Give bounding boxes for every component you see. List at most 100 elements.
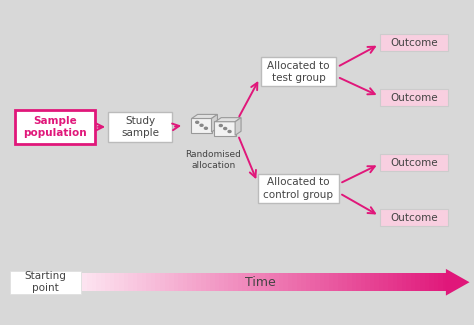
Polygon shape <box>246 273 251 291</box>
Polygon shape <box>251 273 256 291</box>
Text: Outcome: Outcome <box>391 158 438 167</box>
Polygon shape <box>342 273 347 291</box>
Polygon shape <box>297 273 301 291</box>
Polygon shape <box>201 273 206 291</box>
Polygon shape <box>114 273 119 291</box>
Polygon shape <box>324 273 329 291</box>
Polygon shape <box>242 273 246 291</box>
Polygon shape <box>306 273 310 291</box>
Polygon shape <box>178 273 183 291</box>
Polygon shape <box>338 273 342 291</box>
FancyBboxPatch shape <box>261 57 336 86</box>
Polygon shape <box>160 273 164 291</box>
Polygon shape <box>91 273 96 291</box>
Polygon shape <box>119 273 124 291</box>
Polygon shape <box>96 273 100 291</box>
Polygon shape <box>288 273 292 291</box>
Polygon shape <box>110 273 114 291</box>
Circle shape <box>228 131 231 133</box>
Polygon shape <box>379 273 383 291</box>
Polygon shape <box>128 273 133 291</box>
Polygon shape <box>146 273 151 291</box>
Polygon shape <box>352 273 356 291</box>
Polygon shape <box>192 273 197 291</box>
Polygon shape <box>315 273 319 291</box>
FancyBboxPatch shape <box>380 34 448 51</box>
Polygon shape <box>105 273 110 291</box>
Polygon shape <box>100 273 105 291</box>
Circle shape <box>200 124 203 126</box>
Polygon shape <box>164 273 169 291</box>
Polygon shape <box>415 273 420 291</box>
Polygon shape <box>237 273 242 291</box>
Circle shape <box>196 121 199 123</box>
Polygon shape <box>392 273 397 291</box>
Polygon shape <box>361 273 365 291</box>
Text: Outcome: Outcome <box>391 93 438 103</box>
Polygon shape <box>446 269 470 295</box>
Polygon shape <box>215 273 219 291</box>
Text: Study
sample: Study sample <box>121 116 159 138</box>
Polygon shape <box>142 273 146 291</box>
Polygon shape <box>420 273 425 291</box>
Text: Outcome: Outcome <box>391 213 438 223</box>
Polygon shape <box>228 273 233 291</box>
Polygon shape <box>292 273 297 291</box>
Polygon shape <box>443 273 447 291</box>
Polygon shape <box>133 273 137 291</box>
Polygon shape <box>197 273 201 291</box>
Polygon shape <box>279 273 283 291</box>
FancyBboxPatch shape <box>258 174 338 203</box>
Polygon shape <box>401 273 406 291</box>
Polygon shape <box>425 273 429 291</box>
Polygon shape <box>397 273 401 291</box>
Polygon shape <box>224 273 228 291</box>
Polygon shape <box>191 114 218 119</box>
Polygon shape <box>406 273 411 291</box>
Polygon shape <box>137 273 142 291</box>
Circle shape <box>219 124 222 126</box>
Polygon shape <box>215 118 241 122</box>
Circle shape <box>204 127 208 129</box>
Text: Randomised
allocation: Randomised allocation <box>185 150 241 170</box>
Polygon shape <box>187 273 192 291</box>
FancyBboxPatch shape <box>10 271 81 294</box>
Polygon shape <box>210 273 215 291</box>
Polygon shape <box>82 273 87 291</box>
FancyBboxPatch shape <box>108 111 172 142</box>
Polygon shape <box>260 273 265 291</box>
Polygon shape <box>169 273 173 291</box>
FancyBboxPatch shape <box>15 110 95 144</box>
Text: Allocated to
control group: Allocated to control group <box>264 177 333 200</box>
Polygon shape <box>356 273 361 291</box>
Polygon shape <box>87 273 91 291</box>
Polygon shape <box>269 273 274 291</box>
Polygon shape <box>301 273 306 291</box>
Polygon shape <box>347 273 352 291</box>
Polygon shape <box>434 273 438 291</box>
Polygon shape <box>173 273 178 291</box>
Polygon shape <box>383 273 388 291</box>
FancyBboxPatch shape <box>380 89 448 106</box>
Polygon shape <box>183 273 187 291</box>
Polygon shape <box>211 114 218 132</box>
Polygon shape <box>283 273 288 291</box>
Polygon shape <box>256 273 260 291</box>
Text: Starting
point: Starting point <box>25 271 66 293</box>
FancyBboxPatch shape <box>380 154 448 171</box>
Polygon shape <box>438 273 443 291</box>
Polygon shape <box>219 273 224 291</box>
Polygon shape <box>151 273 155 291</box>
Text: Allocated to
test group: Allocated to test group <box>267 61 330 83</box>
Polygon shape <box>274 273 279 291</box>
Text: Sample
population: Sample population <box>23 116 87 138</box>
Circle shape <box>224 127 227 130</box>
Text: Time: Time <box>245 276 276 289</box>
Polygon shape <box>265 273 269 291</box>
Polygon shape <box>374 273 379 291</box>
Polygon shape <box>206 273 210 291</box>
Polygon shape <box>235 118 241 135</box>
FancyBboxPatch shape <box>214 121 236 136</box>
Polygon shape <box>411 273 415 291</box>
Polygon shape <box>319 273 324 291</box>
